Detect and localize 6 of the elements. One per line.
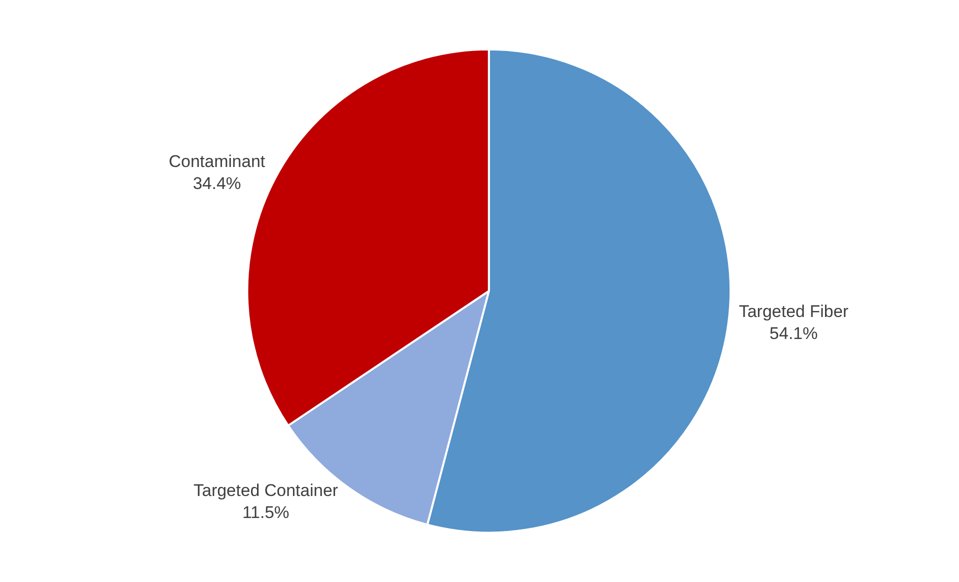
data-label: 34.4% — [192, 174, 242, 194]
data-label: 54.1% — [770, 324, 818, 343]
slice-label: Contaminant — [168, 152, 266, 172]
slice-label: Targeted Container — [193, 480, 338, 500]
slice-label: Targeted Fiber — [738, 302, 849, 321]
data-label: 11.5% — [242, 503, 290, 522]
